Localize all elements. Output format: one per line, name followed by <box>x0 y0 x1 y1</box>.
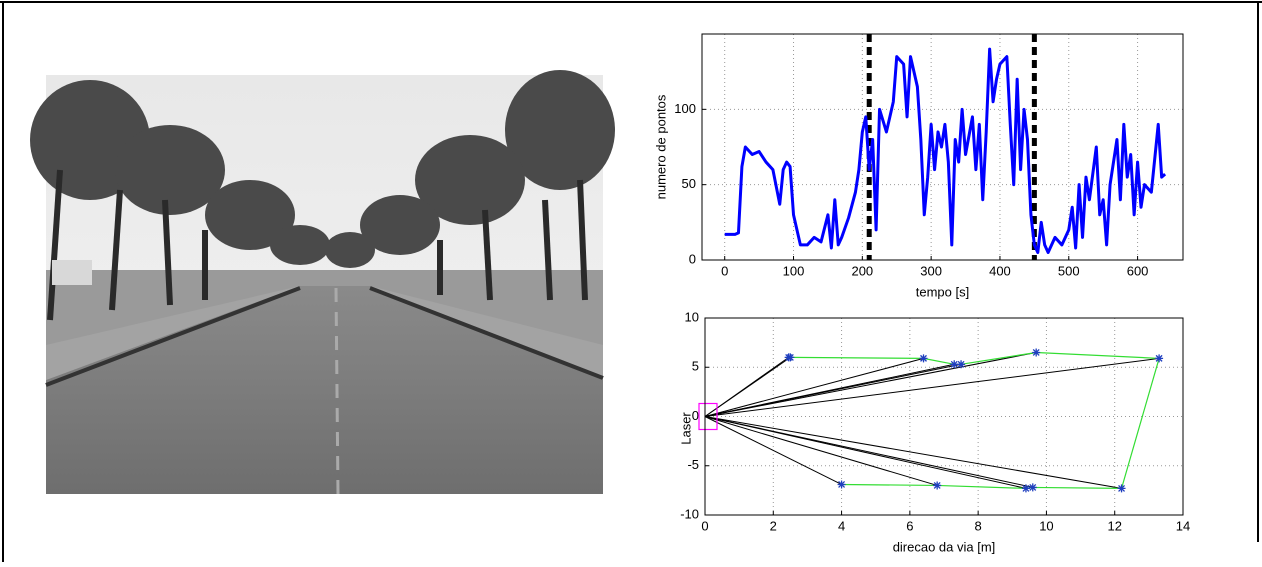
point <box>1117 484 1126 493</box>
laser-ray <box>704 357 924 417</box>
y-tick-label: 100 <box>674 101 696 116</box>
point <box>1028 483 1037 492</box>
x-tick-label: 14 <box>1176 518 1190 533</box>
x-tick-label: 10 <box>1039 518 1053 533</box>
x-tick-label: 6 <box>906 518 913 533</box>
y-axis-label: numero de pontos <box>653 94 668 199</box>
point <box>919 354 928 363</box>
point <box>957 360 966 369</box>
y-tick-label: 10 <box>685 309 699 324</box>
x-tick-label: 0 <box>701 518 708 533</box>
laser-ray <box>704 416 1027 489</box>
point <box>1032 348 1041 357</box>
y-axis-label: Laser <box>678 412 693 445</box>
laser-ray <box>704 351 1037 417</box>
point <box>1021 484 1030 493</box>
point <box>837 480 846 489</box>
road-photo <box>30 70 615 495</box>
y-tick-label: 0 <box>692 408 699 423</box>
x-tick-label: 600 <box>1127 263 1149 278</box>
plot-area <box>705 318 1183 515</box>
plot-content <box>724 34 1167 260</box>
x-tick-label: 500 <box>1058 263 1080 278</box>
x-axis-label: direcao da via [m] <box>893 539 996 554</box>
laser-box <box>698 402 718 431</box>
plot-frame <box>701 33 1184 261</box>
y-tick-label: 5 <box>692 359 699 374</box>
x-tick-label: 100 <box>783 263 805 278</box>
x-tick-label: 2 <box>770 518 777 533</box>
x-tick-label: 4 <box>838 518 845 533</box>
y-tick-label: 0 <box>689 251 696 266</box>
y-tick-label: 50 <box>682 176 696 191</box>
laser-ray <box>704 357 1160 417</box>
x-tick-label: 12 <box>1107 518 1121 533</box>
point <box>786 353 795 362</box>
x-tick-label: 0 <box>721 263 728 278</box>
laser-ray <box>704 416 938 486</box>
x-tick-label: 8 <box>975 518 982 533</box>
x-tick-label: 200 <box>851 263 873 278</box>
plot-content <box>698 348 1164 493</box>
point <box>950 360 959 369</box>
point <box>1155 354 1164 363</box>
y-tick-label: -10 <box>680 506 699 521</box>
data-line <box>724 47 1167 254</box>
laser-ray <box>704 416 1122 489</box>
x-tick-label: 400 <box>989 263 1011 278</box>
laser-ray <box>704 416 842 485</box>
plot-frame <box>704 317 1184 516</box>
point <box>933 481 942 490</box>
x-tick-label: 300 <box>920 263 942 278</box>
x-axis-label: tempo [s] <box>916 284 969 299</box>
laser-ray <box>704 356 791 417</box>
y-tick-label: -5 <box>687 457 699 472</box>
